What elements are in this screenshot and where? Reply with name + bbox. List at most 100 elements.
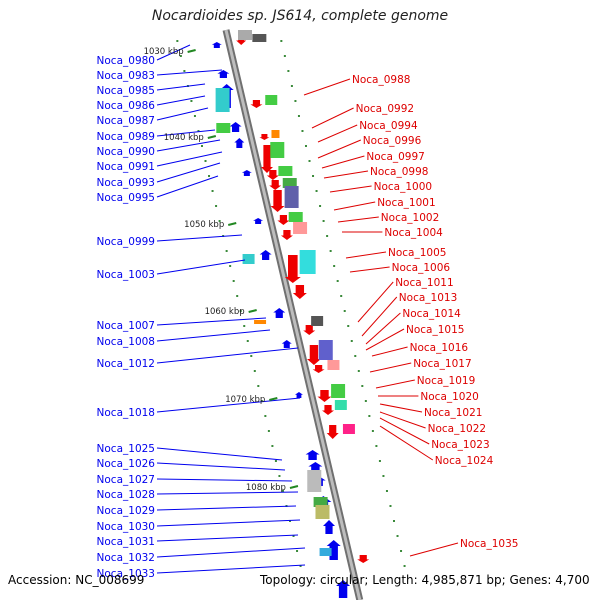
rail-dot xyxy=(301,130,304,132)
rail-dot xyxy=(333,265,336,267)
rail-dot xyxy=(371,430,374,432)
rail-dot xyxy=(400,550,403,552)
rail-dot xyxy=(271,445,274,447)
reverse-gene xyxy=(305,450,320,460)
left-gene-label: Noca_0980 xyxy=(97,55,155,67)
right-gene-label: Noca_1014 xyxy=(402,308,461,320)
left-leader-line xyxy=(156,564,306,574)
left-leader-line xyxy=(156,95,206,106)
left-leader-line xyxy=(156,505,297,511)
left-gene-label: Noca_0987 xyxy=(97,115,155,127)
right-gene-label: Noca_0994 xyxy=(359,120,418,132)
left-gene-label: Noca_0985 xyxy=(97,85,155,97)
kbp-tick-label: 1040 kbp xyxy=(164,133,204,143)
rail-dot xyxy=(297,115,300,117)
right-gene-label: Noca_1002 xyxy=(381,212,439,224)
right-gene-label: Noca_0996 xyxy=(363,135,422,147)
rail-dot xyxy=(211,190,214,192)
left-gene-label: Noca_1018 xyxy=(97,407,155,419)
rail-dot xyxy=(364,400,367,402)
right-leader-line xyxy=(317,124,358,143)
rail-dot xyxy=(375,445,378,447)
right-gene-label: Noca_1006 xyxy=(392,262,451,274)
topology-text: Topology: circular; Length: 4,985,871 bp… xyxy=(260,573,590,587)
rail-dot xyxy=(292,535,295,537)
feature-box xyxy=(278,166,293,176)
right-gene-label: Noca_1019 xyxy=(417,375,475,387)
right-leader-line xyxy=(357,281,394,323)
reverse-gene xyxy=(217,70,230,78)
rail-dot xyxy=(354,355,357,357)
left-leader-line xyxy=(156,397,301,413)
forward-gene xyxy=(280,230,293,240)
rail-dot xyxy=(312,175,315,177)
left-gene-label: Noca_1007 xyxy=(97,320,155,332)
rail-dot xyxy=(253,370,256,372)
left-leader-line xyxy=(156,347,299,364)
left-gene-label: Noca_0989 xyxy=(97,131,155,143)
kbp-ticks: 1030 kbp 1040 kbp 1050 kbp 1060 kbp 1070 kbp… xyxy=(144,47,299,493)
kbp-tick-label: 1030 kbp xyxy=(144,47,184,57)
right-leader-line xyxy=(345,251,387,259)
rail-dot xyxy=(347,325,350,327)
rail-dot xyxy=(336,280,339,282)
rail-dot xyxy=(322,220,325,222)
left-leader-line xyxy=(156,139,221,152)
rail-dot xyxy=(281,490,284,492)
reverse-gene xyxy=(336,580,351,598)
rail-dot xyxy=(326,235,329,237)
right-gene-label: Noca_1005 xyxy=(388,247,446,259)
rail-dot xyxy=(308,160,311,162)
left-leader-line xyxy=(156,107,209,121)
left-gene-label: Noca_1026 xyxy=(97,458,156,470)
right-gene-label: Noca_1024 xyxy=(435,455,494,467)
feature-box xyxy=(242,254,255,264)
genome-backbone xyxy=(222,29,364,600)
right-gene-label: Noca_1023 xyxy=(431,439,489,451)
reverse-gene xyxy=(259,250,272,260)
rail-dot xyxy=(246,340,249,342)
right-gene-label: Noca_0988 xyxy=(352,74,410,86)
rail-dot xyxy=(190,100,193,102)
rail-dot xyxy=(361,385,364,387)
left-gene-label: Noca_1029 xyxy=(97,505,155,517)
reverse-gene xyxy=(308,462,323,472)
feature-box xyxy=(270,142,285,158)
forward-gene xyxy=(317,390,332,402)
feature-box xyxy=(331,384,346,398)
backbone-highlight xyxy=(224,29,362,600)
rail-dot xyxy=(176,40,179,42)
rail-dot xyxy=(232,280,235,282)
feature-box xyxy=(215,88,230,112)
forward-gene xyxy=(284,255,301,283)
right-leader-line xyxy=(379,411,426,429)
gene-labels: Noca_0980 Noca_0983 Noca_0985 Noca_0986 Noca… xyxy=(97,55,519,580)
right-leader-line xyxy=(303,78,351,96)
left-leader-line xyxy=(156,175,219,198)
rail-dot xyxy=(200,145,203,147)
rail-dot xyxy=(396,535,399,537)
forward-gene xyxy=(270,190,285,212)
rail-dot xyxy=(319,205,322,207)
right-gene-label: Noca_0998 xyxy=(370,166,428,178)
left-gene-label: Noca_1033 xyxy=(97,568,155,580)
rail-dot xyxy=(193,115,196,117)
right-gene-label: Noca_1000 xyxy=(374,181,432,193)
left-leader-line xyxy=(156,44,191,61)
left-gene-label: Noca_1003 xyxy=(97,269,155,281)
forward-gene xyxy=(322,405,335,415)
left-leader-line xyxy=(156,317,267,326)
reverse-gene xyxy=(323,520,336,534)
rail-dot xyxy=(225,250,228,252)
right-leader-line xyxy=(409,542,459,557)
right-leader-line xyxy=(379,417,430,445)
right-gene-label: Noca_1013 xyxy=(399,292,457,304)
left-leader-line xyxy=(156,547,306,558)
left-gene-label: Noca_0990 xyxy=(97,146,155,158)
right-gene-label: Noca_1022 xyxy=(428,423,486,435)
kbp-tick-label: 1070 kbp xyxy=(225,395,265,405)
rail-dot xyxy=(382,475,385,477)
left-gene-label: Noca_0983 xyxy=(97,70,155,82)
feature-box xyxy=(293,222,308,234)
